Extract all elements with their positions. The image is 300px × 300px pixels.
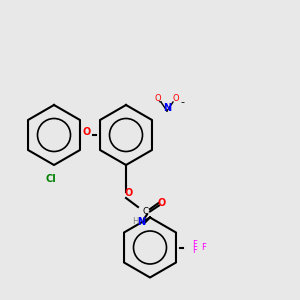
Text: N: N xyxy=(163,103,171,113)
Text: Cl: Cl xyxy=(46,174,56,184)
Text: O: O xyxy=(158,197,166,208)
Text: F: F xyxy=(193,246,197,255)
Text: N: N xyxy=(137,217,145,227)
Text: F: F xyxy=(202,243,206,252)
Text: O: O xyxy=(83,127,91,137)
Text: -: - xyxy=(180,97,184,107)
Text: O: O xyxy=(125,188,133,199)
Text: H: H xyxy=(132,218,138,226)
Text: C: C xyxy=(142,207,148,216)
Text: O: O xyxy=(173,94,179,103)
Text: O: O xyxy=(155,94,161,103)
Text: F: F xyxy=(193,240,197,249)
